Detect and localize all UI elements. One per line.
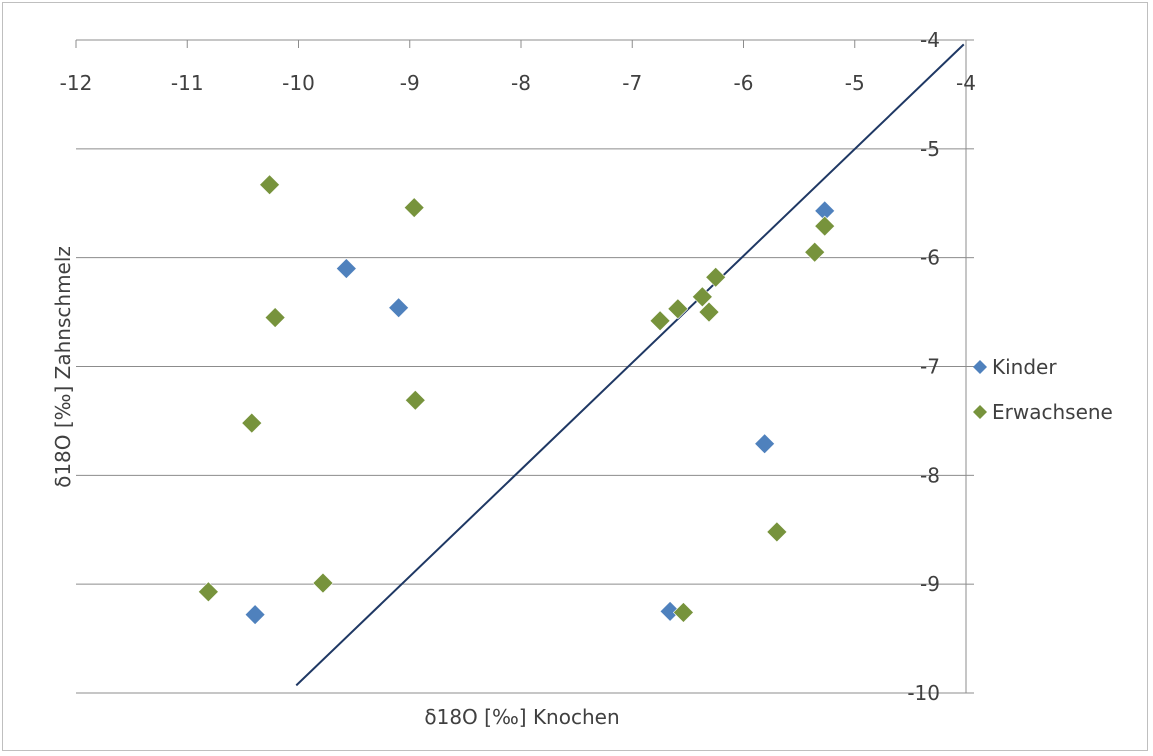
point-0-2: [388, 297, 410, 319]
point-1-6: [667, 298, 689, 320]
point-1-1: [403, 197, 425, 219]
point-1-7: [698, 301, 720, 323]
x-tick-label-4: -8: [511, 71, 531, 95]
point-0-4: [244, 604, 266, 626]
point-1-13: [312, 572, 334, 594]
y-axis-tick-labels: -4 -5 -6 -7 -8 -9 -10: [907, 28, 940, 705]
legend-label-kinder: Kinder: [992, 355, 1057, 379]
point-0-1: [335, 258, 357, 279]
point-1-14: [197, 581, 219, 603]
point-1-0: [259, 174, 280, 196]
x-tick-label-6: -6: [734, 71, 754, 95]
x-tick-label-5: -7: [622, 71, 642, 95]
x-tick-label-2: -10: [282, 71, 315, 95]
x-axis-tick-labels: -12 -11 -10 -9 -8 -7 -6 -5 -4: [60, 71, 976, 95]
reference-line-group: [295, 43, 965, 687]
y-tick-label-6: -10: [907, 681, 940, 705]
legend: Kinder Erwachsene: [973, 355, 1113, 424]
point-1-9: [264, 307, 286, 328]
point-0-5: [659, 600, 681, 622]
point-1-15: [673, 602, 694, 623]
point-1-8: [649, 310, 671, 332]
x-tick-label-1: -11: [171, 71, 204, 95]
point-1-5: [691, 286, 713, 308]
series-0: [244, 200, 836, 626]
legend-marker-erwachsene: [973, 405, 987, 419]
x-axis-title: δ18O [‰] Knochen: [424, 705, 619, 729]
x-tick-label-0: -12: [60, 71, 93, 95]
point-1-10: [404, 389, 426, 411]
x-tick-label-8: -4: [956, 71, 976, 95]
legend-item-kinder[interactable]: Kinder: [973, 355, 1057, 379]
point-1-2: [814, 215, 836, 237]
y-tick-label-0: -4: [920, 28, 940, 52]
point-0-3: [754, 433, 776, 455]
point-1-12: [766, 521, 788, 543]
y-tick-label-3: -7: [920, 355, 940, 379]
data-points: [197, 174, 836, 626]
y-tick-label-4: -8: [920, 463, 940, 487]
legend-item-erwachsene[interactable]: Erwachsene: [973, 400, 1113, 424]
x-tick-label-7: -5: [845, 71, 865, 95]
y-axis-title: δ18O [‰] Zahnschmelz: [51, 246, 75, 488]
point-1-11: [241, 412, 263, 434]
y-tick-label-1: -5: [920, 137, 940, 161]
reference-line: [295, 43, 965, 687]
legend-marker-kinder: [973, 360, 987, 374]
y-tick-label-5: -9: [920, 572, 940, 596]
point-1-3: [804, 241, 826, 263]
axes: [75, 39, 974, 694]
y-tick-label-2: -6: [920, 246, 940, 270]
legend-label-erwachsene: Erwachsene: [992, 400, 1113, 424]
series-1: [197, 174, 836, 623]
x-tick-label-3: -9: [400, 71, 420, 95]
point-1-4: [705, 266, 727, 288]
